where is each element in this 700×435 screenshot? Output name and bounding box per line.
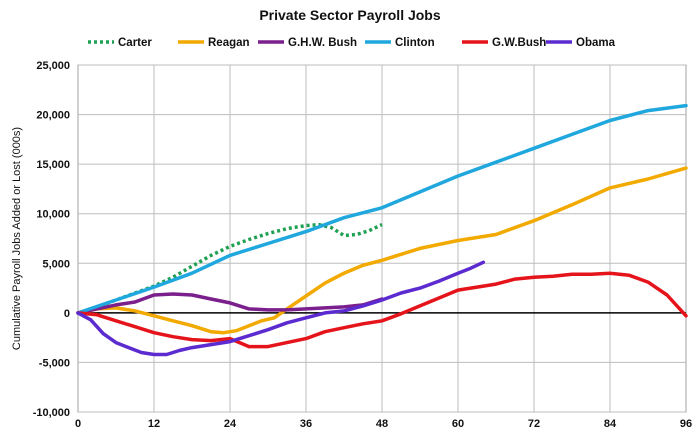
y-axis-label: Cumulative Payroll Jobs Added or Lost (0… [11, 127, 23, 350]
y-tick-label: -10,000 [33, 407, 70, 419]
y-tick-label: 15,000 [36, 159, 70, 171]
chart-title: Private Sector Payroll Jobs [259, 7, 441, 23]
legend-label-g-w-bush: G.W.Bush [492, 37, 546, 49]
series-line-g-h-w-bush [76, 292, 384, 315]
legend-label-obama: Obama [576, 37, 616, 49]
legend: Carter Reagan G.H.W. Bush Clinton G.W.Bush Ob… [88, 37, 616, 49]
legend-label-clinton: Clinton [395, 37, 435, 49]
x-axis: 0 12 24 36 48 60 72 84 96 [75, 418, 692, 430]
x-tick-label: 48 [376, 418, 388, 430]
y-axis: -10,000 -5,000 0 5,000 10,000 15,000 20,000 25,… [33, 60, 70, 419]
y-tick-label: 10,000 [36, 209, 70, 221]
y-tick-label: -5,000 [39, 357, 70, 369]
legend-label-g-h-w-bush: G.H.W. Bush [288, 37, 357, 49]
x-tick-label: 72 [528, 418, 540, 430]
x-tick-label: 36 [300, 418, 312, 430]
y-tick-label: 5,000 [42, 258, 70, 270]
x-tick-label: 24 [224, 418, 237, 430]
y-tick-label: 25,000 [36, 60, 70, 72]
series-line-obama [76, 260, 486, 357]
series-layer [76, 103, 688, 357]
legend-label-carter: Carter [118, 37, 152, 49]
y-tick-label: 0 [64, 308, 70, 320]
x-tick-label: 0 [75, 418, 81, 430]
x-tick-label: 60 [452, 418, 464, 430]
x-tick-label: 84 [604, 418, 617, 430]
series-line-clinton [76, 103, 688, 315]
legend-label-reagan: Reagan [208, 37, 250, 49]
x-tick-label: 96 [680, 418, 692, 430]
x-tick-label: 12 [148, 418, 160, 430]
y-tick-label: 20,000 [36, 110, 70, 122]
series-line-g-w-bush [76, 271, 688, 349]
